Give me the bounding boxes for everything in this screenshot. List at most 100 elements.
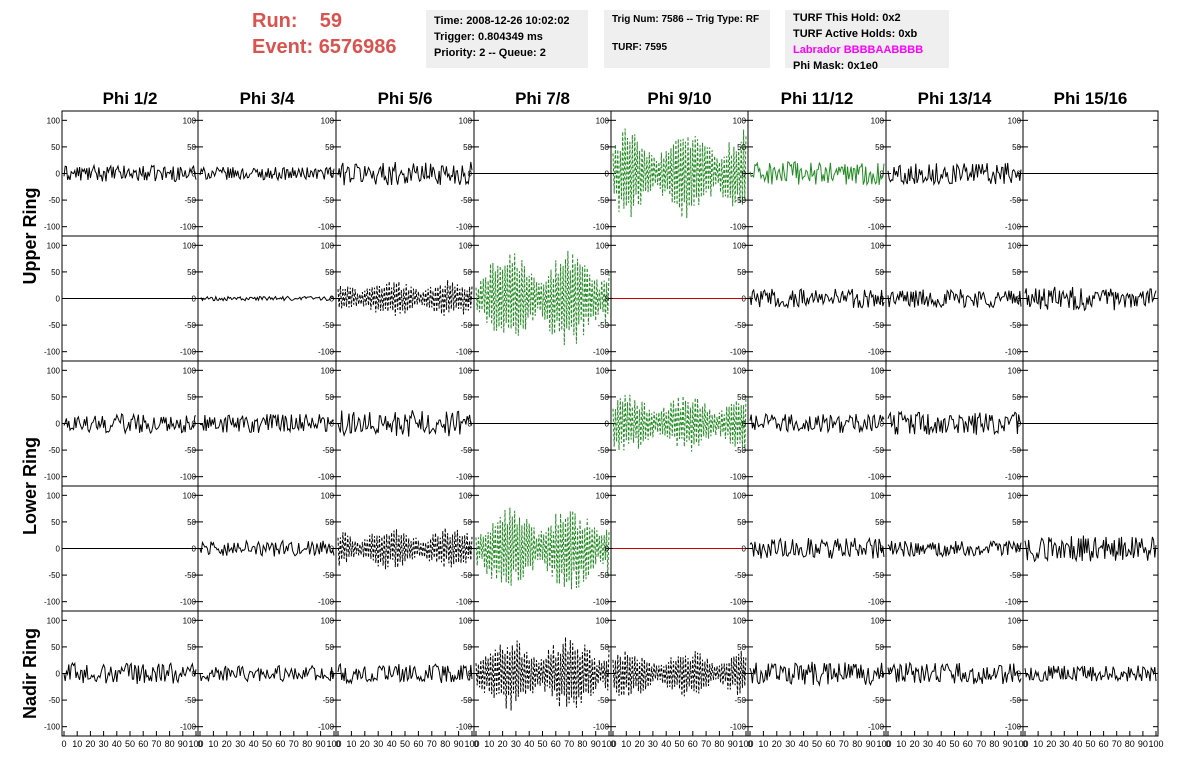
y-tick-label: -100 xyxy=(44,723,61,732)
x-tick-label: 100 xyxy=(601,739,616,749)
y-tick-label: -100 xyxy=(456,348,473,357)
x-tick-label: 20 xyxy=(498,739,508,749)
x-tick-label: 40 xyxy=(249,739,259,749)
waveform-line xyxy=(887,162,1022,187)
x-tick-label: 20 xyxy=(635,739,645,749)
waveform-line xyxy=(749,661,885,687)
y-tick-label: 100 xyxy=(459,241,473,250)
event-value: 6576986 xyxy=(318,36,397,58)
y-tick-label: -50 xyxy=(734,196,746,205)
y-tick-label: -100 xyxy=(318,598,335,607)
y-tick-label: 50 xyxy=(51,643,60,652)
y-tick-label: 100 xyxy=(596,366,610,375)
x-tick-label: 50 xyxy=(125,739,135,749)
y-tick-label: 100 xyxy=(47,366,61,375)
y-tick-label: -50 xyxy=(322,446,334,455)
waveform-line xyxy=(337,527,473,570)
x-tick-label: 50 xyxy=(674,739,684,749)
event-label: Event: xyxy=(252,36,314,58)
y-tick-label: 0 xyxy=(880,670,885,679)
y-tick-label: 50 xyxy=(737,643,746,652)
waveform-line xyxy=(63,661,197,685)
y-tick-label: 0 xyxy=(880,170,885,179)
x-tick-label: 100 xyxy=(1148,739,1163,749)
y-tick-label: -50 xyxy=(597,446,609,455)
y-tick-label: -50 xyxy=(48,696,60,705)
y-tick-label: -100 xyxy=(593,348,610,357)
y-tick-label: 50 xyxy=(737,268,746,277)
y-tick-label: -50 xyxy=(734,321,746,330)
turf-text: TURF: 7595 xyxy=(612,42,668,53)
x-tick-label: 30 xyxy=(373,739,383,749)
y-tick-label: 50 xyxy=(187,643,196,652)
waveform-line xyxy=(749,536,885,559)
y-tick-label: 100 xyxy=(47,241,61,250)
x-tick-label: 70 xyxy=(289,739,299,749)
y-tick-label: 100 xyxy=(871,616,885,625)
waveform-line xyxy=(475,637,610,711)
y-tick-label: 50 xyxy=(600,643,609,652)
y-tick-label: 0 xyxy=(56,670,61,679)
panel-frame xyxy=(197,485,337,612)
y-tick-label: -50 xyxy=(734,446,746,455)
y-tick-label: 0 xyxy=(468,170,473,179)
y-tick-label: -100 xyxy=(318,473,335,482)
panel-frame xyxy=(1022,610,1159,737)
x-tick-label: 0 xyxy=(473,739,478,749)
y-tick-label: 0 xyxy=(192,170,197,179)
y-tick-label: 0 xyxy=(880,545,885,554)
x-tick-label: 0 xyxy=(885,739,890,749)
ring-label: Lower Ring xyxy=(20,437,40,535)
y-tick-label: 0 xyxy=(742,545,747,554)
y-tick-label: 100 xyxy=(1008,366,1022,375)
x-tick-label: 60 xyxy=(1099,739,1109,749)
waveform-line xyxy=(63,412,197,435)
y-tick-label: 0 xyxy=(56,545,61,554)
y-tick-label: 100 xyxy=(1008,241,1022,250)
y-tick-label: 100 xyxy=(596,491,610,500)
y-tick-label: 100 xyxy=(733,491,747,500)
y-tick-label: 50 xyxy=(463,143,472,152)
y-tick-label: 50 xyxy=(737,518,746,527)
y-tick-label: -100 xyxy=(180,723,197,732)
x-tick-label: 80 xyxy=(714,739,724,749)
y-tick-label: 50 xyxy=(463,518,472,527)
x-tick-label: 40 xyxy=(387,739,397,749)
x-tick-label: 70 xyxy=(151,739,161,749)
y-tick-label: -100 xyxy=(1005,348,1022,357)
y-tick-label: -50 xyxy=(48,446,60,455)
run-label: Run: xyxy=(252,10,298,32)
y-tick-label: -50 xyxy=(872,196,884,205)
x-tick-label: 30 xyxy=(923,739,933,749)
y-tick-label: -100 xyxy=(180,598,197,607)
y-tick-label: 0 xyxy=(330,420,335,429)
x-tick-label: 90 xyxy=(728,739,738,749)
x-tick-label: 60 xyxy=(688,739,698,749)
event-row: Event: 6576986 xyxy=(252,34,397,60)
x-tick-label: 80 xyxy=(165,739,175,749)
x-tick-label: 60 xyxy=(275,739,285,749)
x-tick-label: 30 xyxy=(785,739,795,749)
x-tick-label: 30 xyxy=(99,739,109,749)
y-tick-label: 0 xyxy=(468,670,473,679)
y-tick-label: 50 xyxy=(325,268,334,277)
y-tick-label: 100 xyxy=(1008,616,1022,625)
x-tick-label: 20 xyxy=(360,739,370,749)
y-tick-label: 50 xyxy=(51,268,60,277)
y-tick-label: -100 xyxy=(456,473,473,482)
y-tick-label: 50 xyxy=(600,518,609,527)
y-tick-label: -100 xyxy=(1005,598,1022,607)
x-tick-label: 40 xyxy=(661,739,671,749)
y-tick-label: 100 xyxy=(321,241,335,250)
x-tick-label: 60 xyxy=(413,739,423,749)
waveform-line xyxy=(1024,665,1157,683)
y-tick-label: 100 xyxy=(459,366,473,375)
y-tick-label: 100 xyxy=(733,241,747,250)
y-tick-label: 0 xyxy=(1017,545,1022,554)
y-tick-label: 100 xyxy=(871,241,885,250)
y-tick-label: 0 xyxy=(468,420,473,429)
x-tick-label: 90 xyxy=(1138,739,1148,749)
waveform-line xyxy=(887,288,1022,309)
y-tick-label: 0 xyxy=(56,295,61,304)
y-tick-label: -100 xyxy=(44,473,61,482)
